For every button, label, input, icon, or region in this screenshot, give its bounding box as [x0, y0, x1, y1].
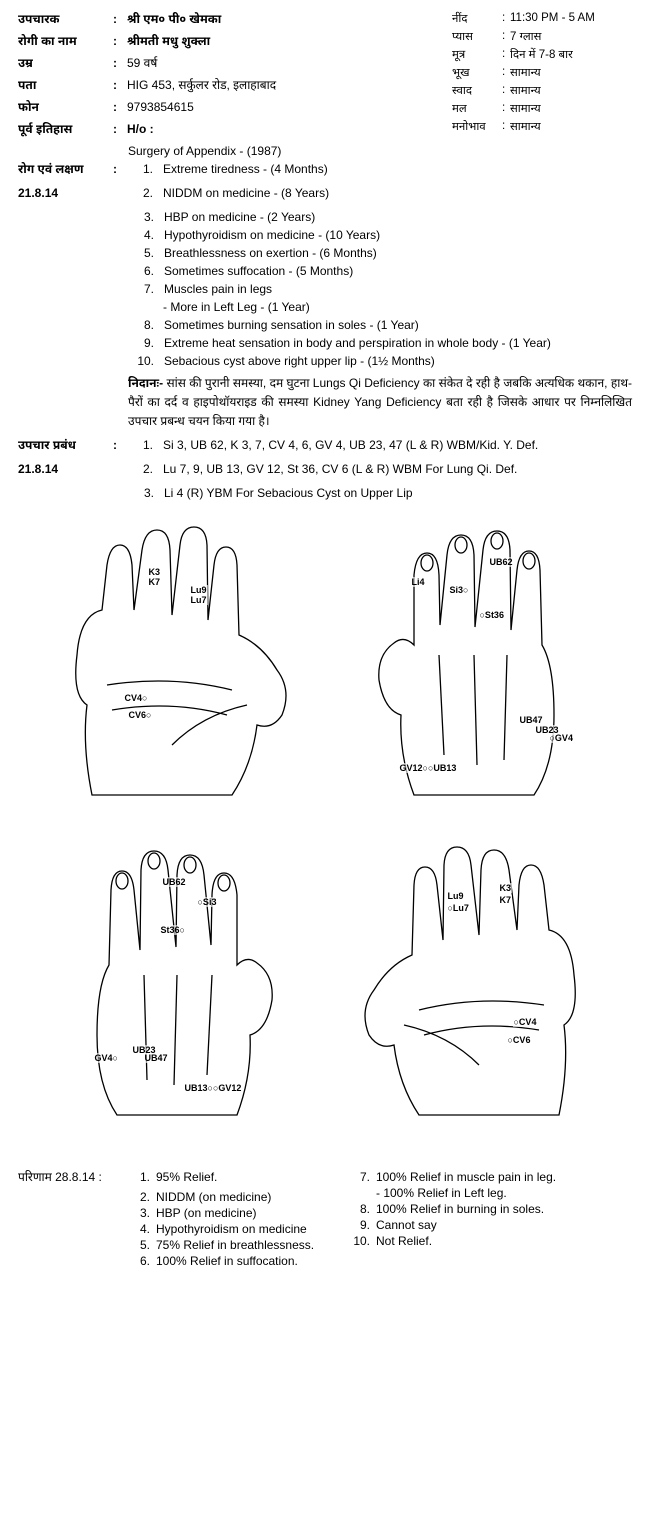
symptom-item: Sometimes burning sensation in soles - (…: [164, 318, 632, 332]
hand-diagrams: K3K7Lu9Lu7CV4○CV6○UB62Li4Si3○○St36UB47UB…: [18, 515, 632, 1155]
treatment-date: 21.8.14: [18, 462, 113, 480]
result-item: 75% Relief in breathlessness.: [156, 1238, 348, 1252]
symptom-item: Extreme tiredness - (4 Months): [163, 162, 632, 176]
history-label: पूर्व इतिहास: [18, 122, 113, 138]
thirst-label: प्यास: [452, 30, 502, 45]
symptom-item: Sebacious cyst above right upper lip - (…: [164, 354, 632, 368]
symptom-item: Breathlessness on exertion - (6 Months): [164, 246, 632, 260]
patient-name-label: रोगी का नाम: [18, 34, 113, 50]
acupoint-label: UB47: [519, 715, 544, 725]
acupoint-label: UB47: [144, 1053, 169, 1063]
acupoint-label: Si3○: [449, 585, 470, 595]
acupoint-label: Lu9: [447, 891, 465, 901]
hand-diagram: K3 K7 Lu9 ○Lu7 ○CV4 ○CV6: [339, 835, 619, 1155]
acupoint-label: ○CV6: [507, 1035, 532, 1045]
hunger-value: सामान्य: [510, 66, 632, 81]
symptom-item: NIDDM on medicine - (8 Years): [163, 186, 632, 200]
acupoint-label: Li4: [411, 577, 426, 587]
symptom-subitem: - More in Left Leg - (1 Year): [163, 300, 632, 314]
acupoint-label: GV12○○UB13: [399, 763, 458, 773]
age-value: 59 वर्ष: [127, 56, 452, 72]
result-item: HBP (on medicine): [156, 1206, 348, 1220]
acupoint-label: St36○: [160, 925, 186, 935]
result-item: NIDDM (on medicine): [156, 1190, 348, 1204]
symptom-item: HBP on medicine - (2 Years): [164, 210, 632, 224]
acupoint-label: UB62: [162, 877, 187, 887]
results-left-col: परिणाम 28.8.14 :1.95% Relief.2.NIDDM (on…: [18, 1170, 348, 1270]
symptom-item: Sometimes suffocation - (5 Months): [164, 264, 632, 278]
result-item: Not Relief.: [376, 1234, 632, 1248]
results-section: परिणाम 28.8.14 :1.95% Relief.2.NIDDM (on…: [18, 1170, 632, 1270]
treatment-section: उपचार प्रबंध:1.Si 3, UB 62, K 3, 7, CV 4…: [18, 438, 632, 500]
diagnosis-block: निदानः- सांस की पुरानी समस्या, दम घुटना …: [128, 374, 632, 432]
urine-label: मूत्र: [452, 48, 502, 63]
results-label: परिणाम 28.8.14 :: [18, 1170, 128, 1186]
history-ho: H/o :: [127, 122, 452, 138]
result-item: Hypothyroidism on medicine: [156, 1222, 348, 1236]
treatment-label: उपचार प्रबंध: [18, 438, 113, 456]
address-label: पता: [18, 78, 113, 94]
results-right-col: 7.100% Relief in muscle pain in leg.- 10…: [348, 1170, 632, 1270]
acupoint-label: ○Lu7: [447, 903, 470, 913]
acupoint-label: ○GV4: [549, 733, 574, 743]
header-section: उपचारक:श्री एम० पी० खेमका रोगी का नाम:श्…: [18, 12, 632, 162]
symptoms-section: रोग एवं लक्षण:1.Extreme tiredness - (4 M…: [18, 162, 632, 368]
acupoint-label: K3: [148, 567, 162, 577]
stool-label: मल: [452, 102, 502, 117]
symptoms-date: 21.8.14: [18, 186, 113, 204]
hunger-label: भूख: [452, 66, 502, 81]
phone-value: 9793854615: [127, 100, 452, 116]
result-item: 100% Relief in suffocation.: [156, 1254, 348, 1268]
treatment-item: Li 4 (R) YBM For Sebacious Cyst on Upper…: [164, 486, 632, 500]
acupoint-label: CV6○: [128, 710, 153, 720]
result-item: Cannot say: [376, 1218, 632, 1232]
patient-info-block: उपचारक:श्री एम० पी० खेमका रोगी का नाम:श्…: [18, 12, 452, 162]
acupoint-label: ○St36: [479, 610, 505, 620]
acupoint-label: GV4○: [94, 1053, 119, 1063]
acupoint-label: CV4○: [124, 693, 149, 703]
diagnosis-label: निदानः-: [128, 376, 163, 390]
hand-diagram: UB62Li4Si3○○St36UB47UB23○GV4GV12○○UB13: [339, 515, 619, 835]
stool-value: सामान्य: [510, 102, 632, 117]
result-item: - 100% Relief in Left leg.: [376, 1186, 632, 1200]
taste-label: स्वाद: [452, 84, 502, 99]
address-value: HIG 453, सर्कुलर रोड, इलाहाबाद: [127, 78, 452, 94]
taste-value: सामान्य: [510, 84, 632, 99]
acupoint-label: Lu7: [190, 595, 208, 605]
acupoint-label: ○CV4: [513, 1017, 538, 1027]
symptom-item: Hypothyroidism on medicine - (10 Years): [164, 228, 632, 242]
diagnosis-text: सांस की पुरानी समस्या, दम घुटना Lungs Qi…: [128, 376, 632, 428]
result-item: 95% Relief.: [156, 1170, 348, 1186]
acupoint-label: K7: [499, 895, 513, 905]
mood-label: मनोभाव: [452, 120, 502, 135]
mood-value: सामान्य: [510, 120, 632, 135]
result-item: 100% Relief in burning in soles.: [376, 1202, 632, 1216]
hand-diagram: UB62○Si3St36○UB23UB47GV4○UB13○○GV12: [32, 835, 312, 1155]
symptom-item: Muscles pain in legs: [164, 282, 632, 296]
sleep-value: 11:30 PM - 5 AM: [510, 12, 632, 27]
acupoint-label: UB13○○GV12: [184, 1083, 243, 1093]
history-detail: Surgery of Appendix - (1987): [128, 144, 452, 158]
treatment-item: Lu 7, 9, UB 13, GV 12, St 36, CV 6 (L & …: [163, 462, 632, 476]
result-item: 100% Relief in muscle pain in leg.: [376, 1170, 632, 1184]
acupoint-label: ○Si3: [197, 897, 218, 907]
acupoint-label: K7: [148, 577, 162, 587]
therapist-label: उपचारक: [18, 12, 113, 28]
therapist-value: श्री एम० पी० खेमका: [127, 12, 452, 28]
symptoms-label: रोग एवं लक्षण: [18, 162, 113, 180]
age-label: उम्र: [18, 56, 113, 72]
patient-name-value: श्रीमती मधु शुक्ला: [127, 34, 452, 50]
phone-label: फोन: [18, 100, 113, 116]
symptom-item: Extreme heat sensation in body and persp…: [164, 336, 632, 350]
thirst-value: 7 ग्लास: [510, 30, 632, 45]
acupoint-label: Lu9: [190, 585, 208, 595]
acupoint-label: UB62: [489, 557, 514, 567]
urine-value: दिन में 7-8 बार: [510, 48, 632, 63]
treatment-item: Si 3, UB 62, K 3, 7, CV 4, 6, GV 4, UB 2…: [163, 438, 632, 452]
vitals-block: नींद:11:30 PM - 5 AM प्यास:7 ग्लास मूत्र…: [452, 12, 632, 162]
hand-diagram: K3K7 Lu9Lu7 CV4○ CV6○: [32, 515, 312, 835]
acupoint-label: K3: [499, 883, 513, 893]
sleep-label: नींद: [452, 12, 502, 27]
